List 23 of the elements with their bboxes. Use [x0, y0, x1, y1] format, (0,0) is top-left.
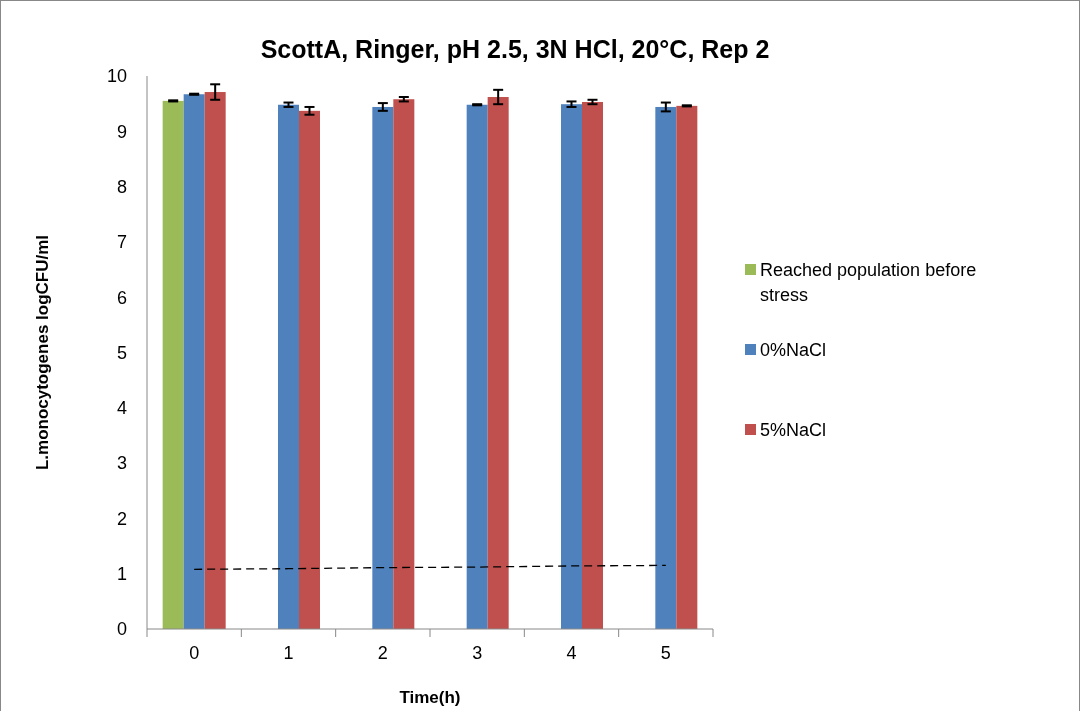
legend-label: Reached population before stress	[760, 260, 977, 305]
x-tick-label: 1	[283, 643, 294, 663]
y-tick-label: 1	[116, 564, 127, 584]
x-tick-label: 0	[189, 643, 200, 663]
x-tick-label: 2	[377, 643, 388, 663]
chart-title: ScottA, Ringer, pH 2.5, 3N HCl, 20°C, Rep 2	[260, 35, 770, 63]
y-tick-label: 6	[116, 287, 127, 308]
y-tick-label: 5	[116, 342, 127, 363]
y-axis-title: L.monocytogenes logCFU/ml	[33, 234, 52, 471]
x-tick-label: 3	[472, 643, 483, 663]
legend-label: 5%NaCl	[760, 420, 827, 441]
x-tick-label: 5	[660, 643, 671, 663]
y-tick-label: 0	[116, 619, 127, 640]
y-tick-label: 8	[116, 176, 127, 197]
x-tick-label: 4	[566, 643, 577, 663]
y-tick-label: 4	[116, 398, 127, 419]
x-axis-title: Time(h)	[399, 688, 461, 707]
y-tick-label: 2	[116, 508, 127, 529]
y-tick-label: 7	[116, 232, 127, 253]
y-tick-label: 3	[116, 453, 127, 474]
y-tick-label: 10	[106, 66, 127, 87]
y-tick-label: 9	[116, 121, 127, 142]
legend-label: 0%NaCl	[760, 340, 827, 361]
